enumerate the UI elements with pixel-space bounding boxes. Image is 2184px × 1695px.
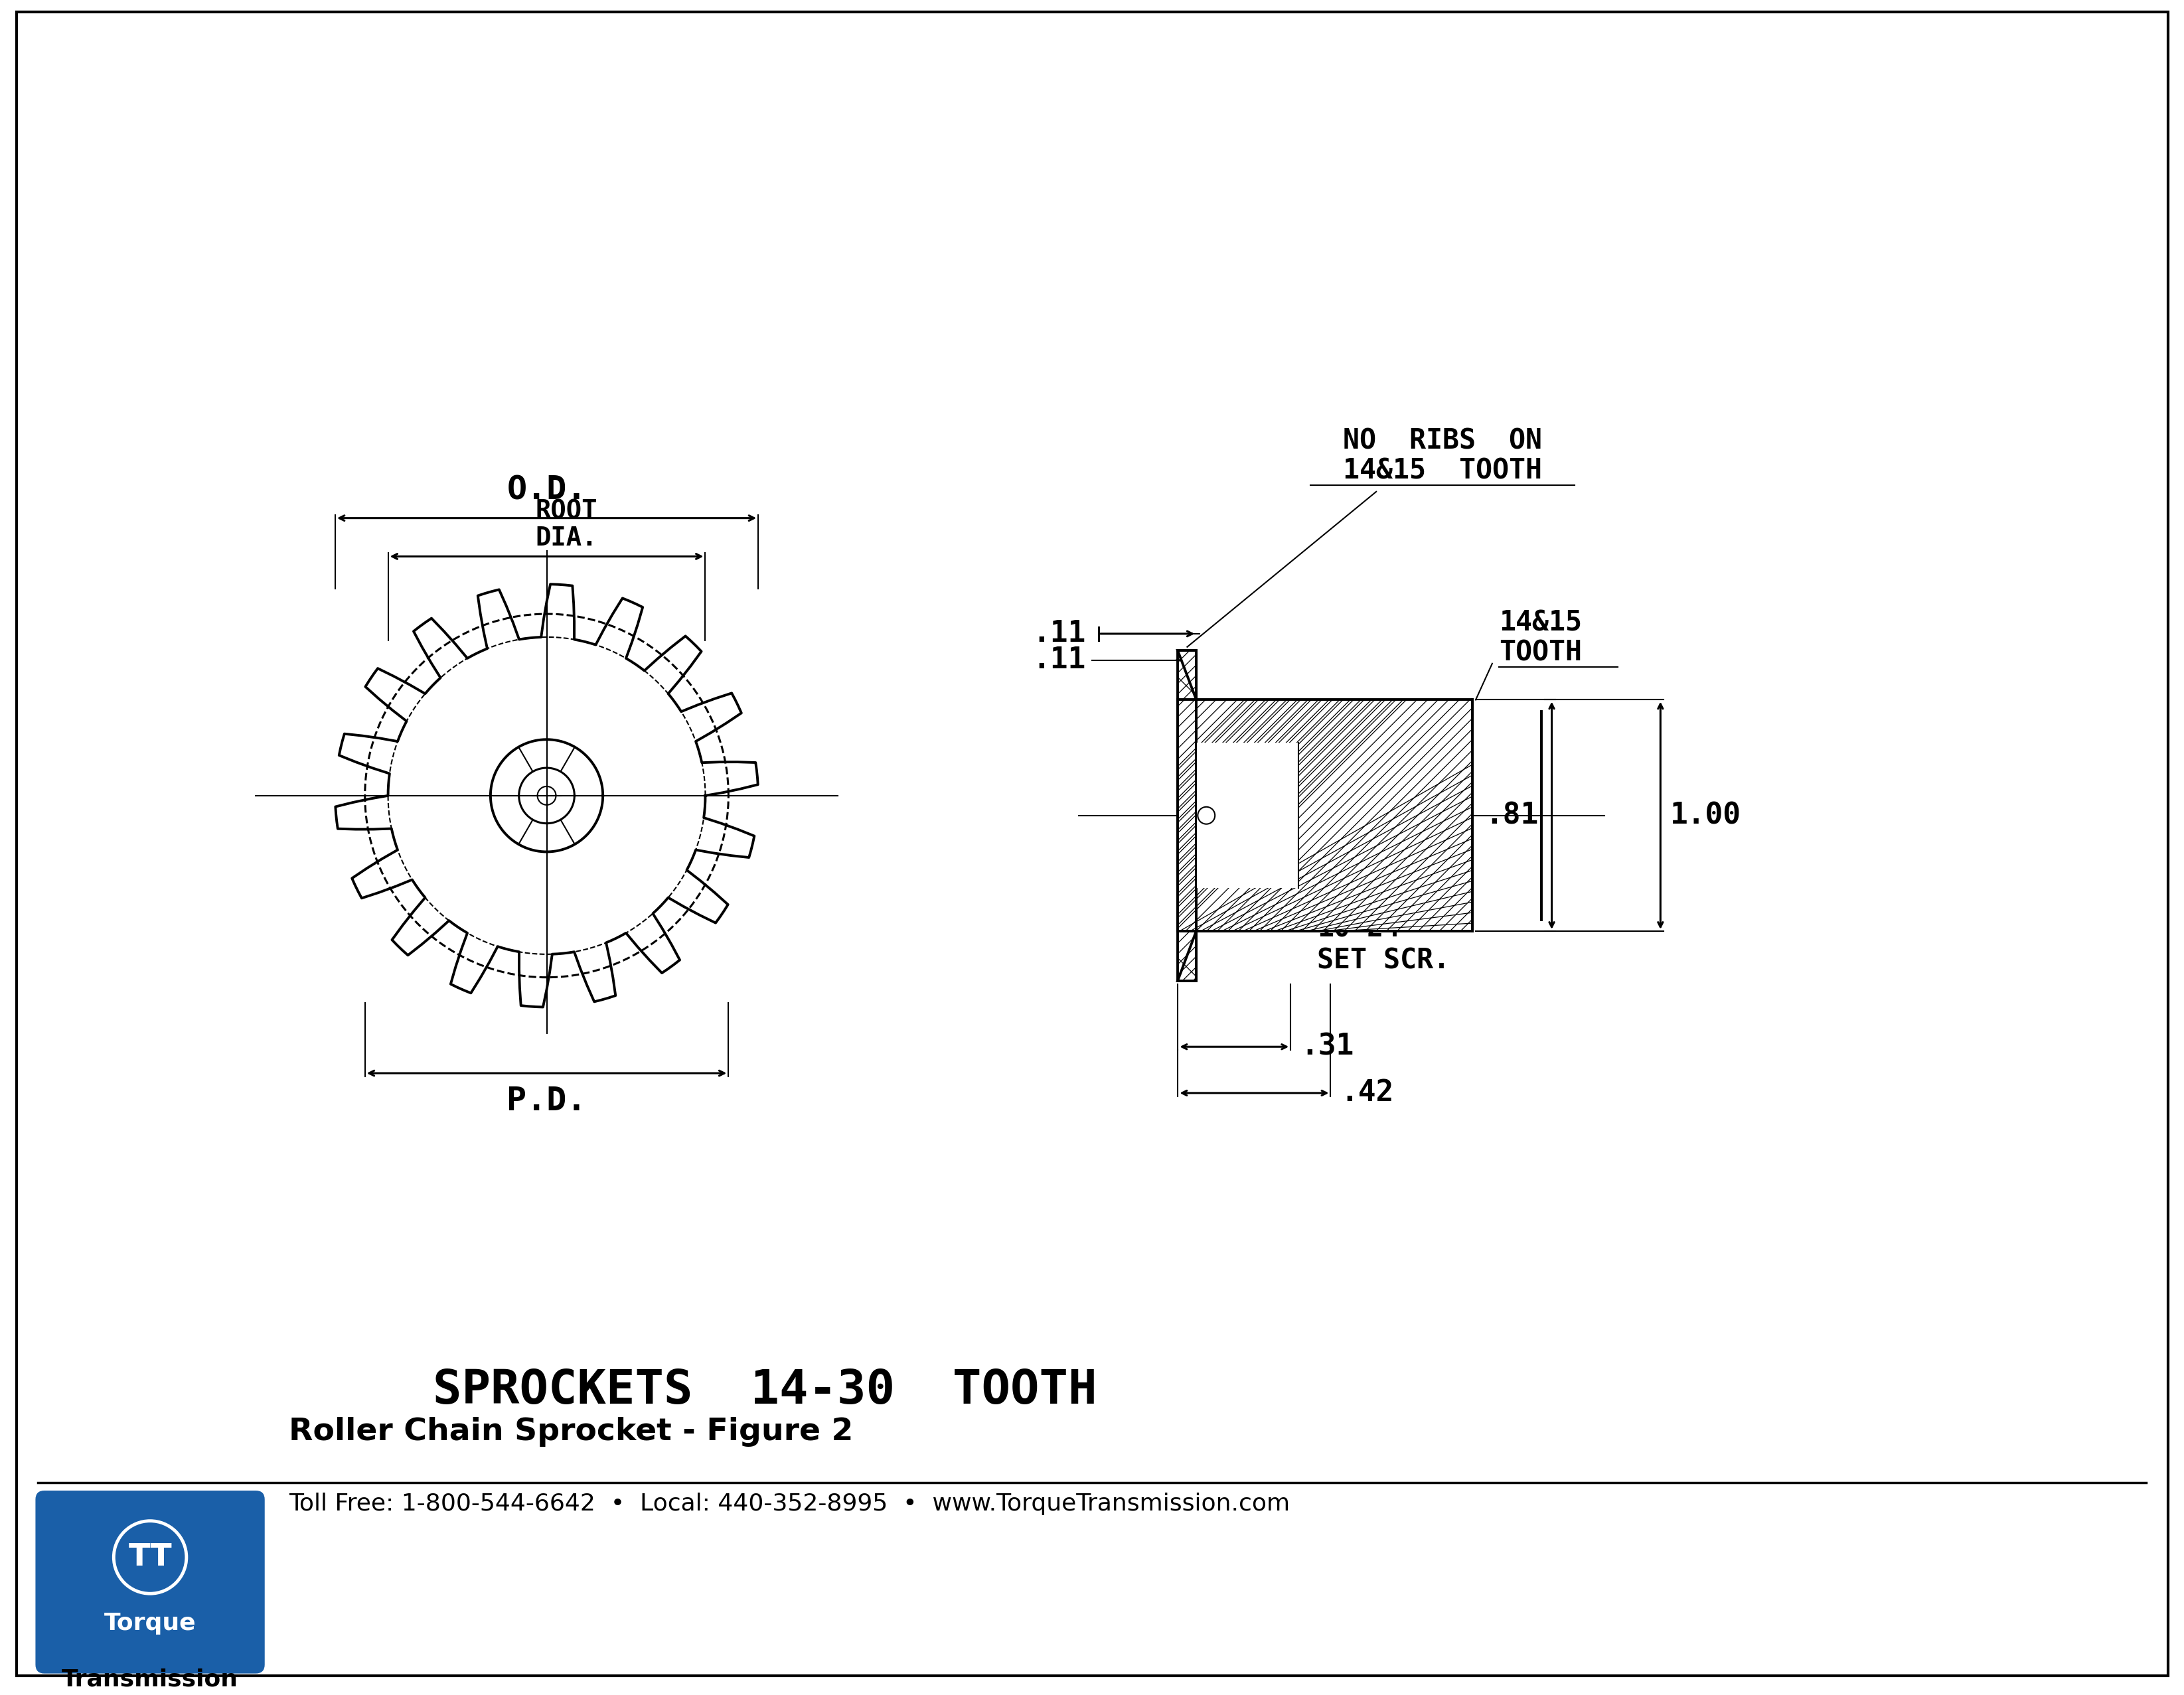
Text: P.D.: P.D. — [507, 1085, 587, 1117]
FancyBboxPatch shape — [37, 1492, 264, 1673]
Text: ROOT
DIA.: ROOT DIA. — [535, 498, 598, 551]
Text: 10-24
SET SCR.: 10-24 SET SCR. — [1317, 915, 1450, 975]
Bar — [1197, 742, 1297, 888]
Text: .31: .31 — [1299, 1032, 1354, 1061]
Text: .81: .81 — [1485, 802, 1538, 831]
Text: .11: .11 — [1031, 619, 1085, 647]
Bar — [1177, 700, 1472, 931]
Text: Toll Free: 1-800-544-6642  •  Local: 440-352-8995  •  www.TorqueTransmission.com: Toll Free: 1-800-544-6642 • Local: 440-3… — [288, 1493, 1289, 1515]
Polygon shape — [1177, 651, 1197, 700]
Text: Torque: Torque — [105, 1612, 197, 1634]
Text: SPROCKETS  14-30  TOOTH: SPROCKETS 14-30 TOOTH — [432, 1368, 1096, 1414]
Text: TT: TT — [129, 1542, 173, 1573]
Text: .42: .42 — [1341, 1078, 1393, 1107]
Polygon shape — [1177, 931, 1197, 981]
Text: Transmission: Transmission — [61, 1668, 238, 1690]
Circle shape — [1197, 807, 1214, 824]
Text: 14&15
TOOTH: 14&15 TOOTH — [1498, 609, 1581, 666]
Text: Roller Chain Sprocket - Figure 2: Roller Chain Sprocket - Figure 2 — [288, 1417, 854, 1446]
Text: NO  RIBS  ON
14&15  TOOTH: NO RIBS ON 14&15 TOOTH — [1343, 427, 1542, 485]
Text: 1.00: 1.00 — [1671, 802, 1741, 831]
Text: .11: .11 — [1031, 646, 1085, 675]
Text: O.D.: O.D. — [507, 475, 587, 507]
